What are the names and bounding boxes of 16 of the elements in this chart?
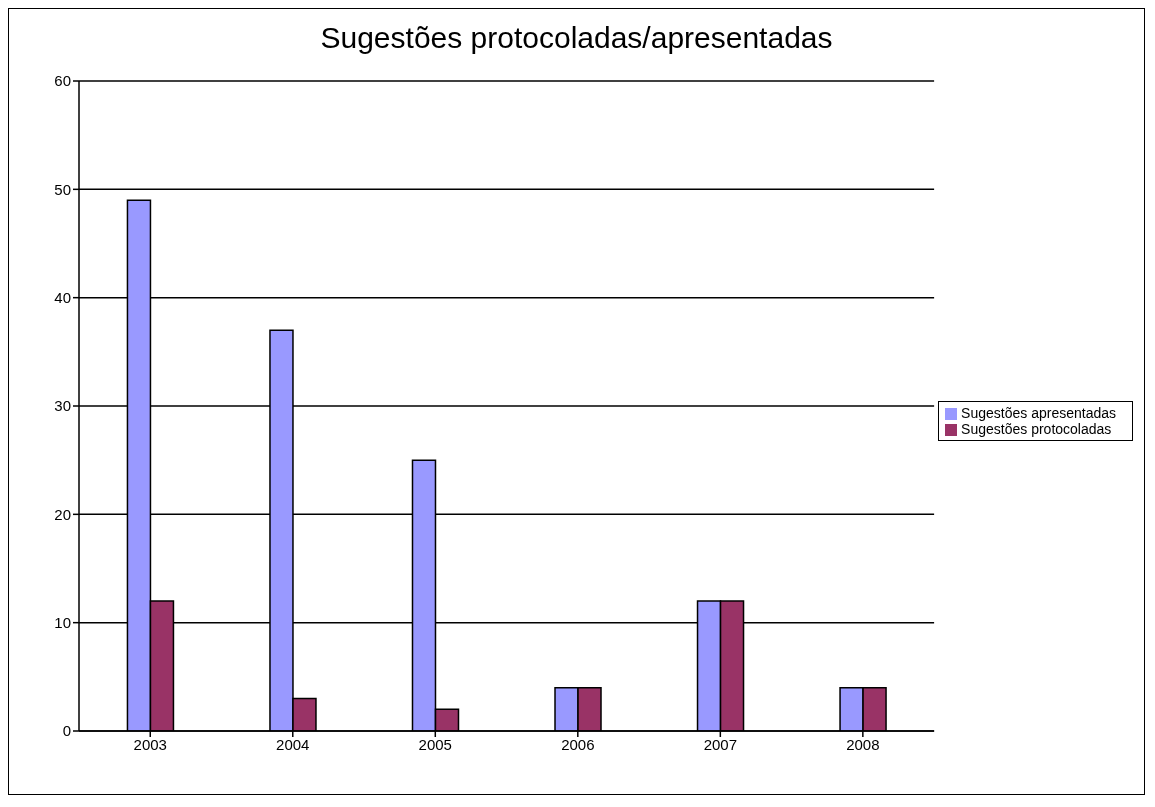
legend-label: Sugestões protocoladas [961, 421, 1112, 437]
x-tick-label: 2005 [418, 735, 452, 753]
y-tick-label: 50 [54, 180, 71, 198]
y-tick-label: 10 [54, 613, 71, 631]
x-tick-label: 2003 [133, 735, 167, 753]
y-tick-label: 60 [54, 72, 71, 90]
y-tick-label: 0 [62, 722, 71, 740]
x-tick-label: 2006 [561, 735, 595, 753]
x-tick-label: 2004 [276, 735, 310, 753]
legend-label: Sugestões apresentadas [961, 405, 1116, 421]
x-tick-label: 2007 [703, 735, 738, 753]
chart-title: Sugestões protocoladas/apresentadas [319, 21, 834, 56]
y-tick-label: 30 [54, 397, 71, 415]
y-tick-label: 40 [54, 288, 71, 306]
x-tick-label: 2008 [846, 735, 880, 753]
y-tick-label: 20 [54, 505, 71, 523]
